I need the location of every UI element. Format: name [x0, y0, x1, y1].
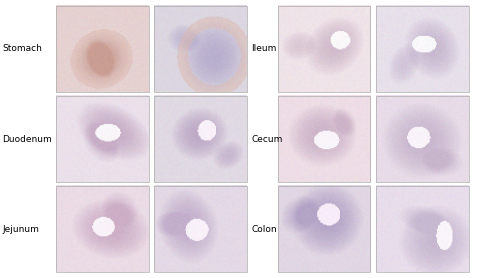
Bar [278, 6, 370, 92]
Text: Jejunum: Jejunum [2, 225, 40, 234]
Text: Stomach: Stomach [2, 44, 42, 53]
Text: Duodenum: Duodenum [2, 135, 52, 143]
Bar [154, 96, 246, 182]
Bar [278, 96, 370, 182]
Bar [376, 186, 468, 272]
Bar [56, 6, 148, 92]
Bar [376, 96, 468, 182]
Bar [154, 186, 246, 272]
Text: Cecum: Cecum [251, 135, 282, 143]
Bar [154, 6, 246, 92]
Bar [376, 6, 468, 92]
Bar [278, 186, 370, 272]
Text: Colon: Colon [251, 225, 276, 234]
Text: Ileum: Ileum [251, 44, 276, 53]
Bar [56, 186, 148, 272]
Bar [56, 96, 148, 182]
